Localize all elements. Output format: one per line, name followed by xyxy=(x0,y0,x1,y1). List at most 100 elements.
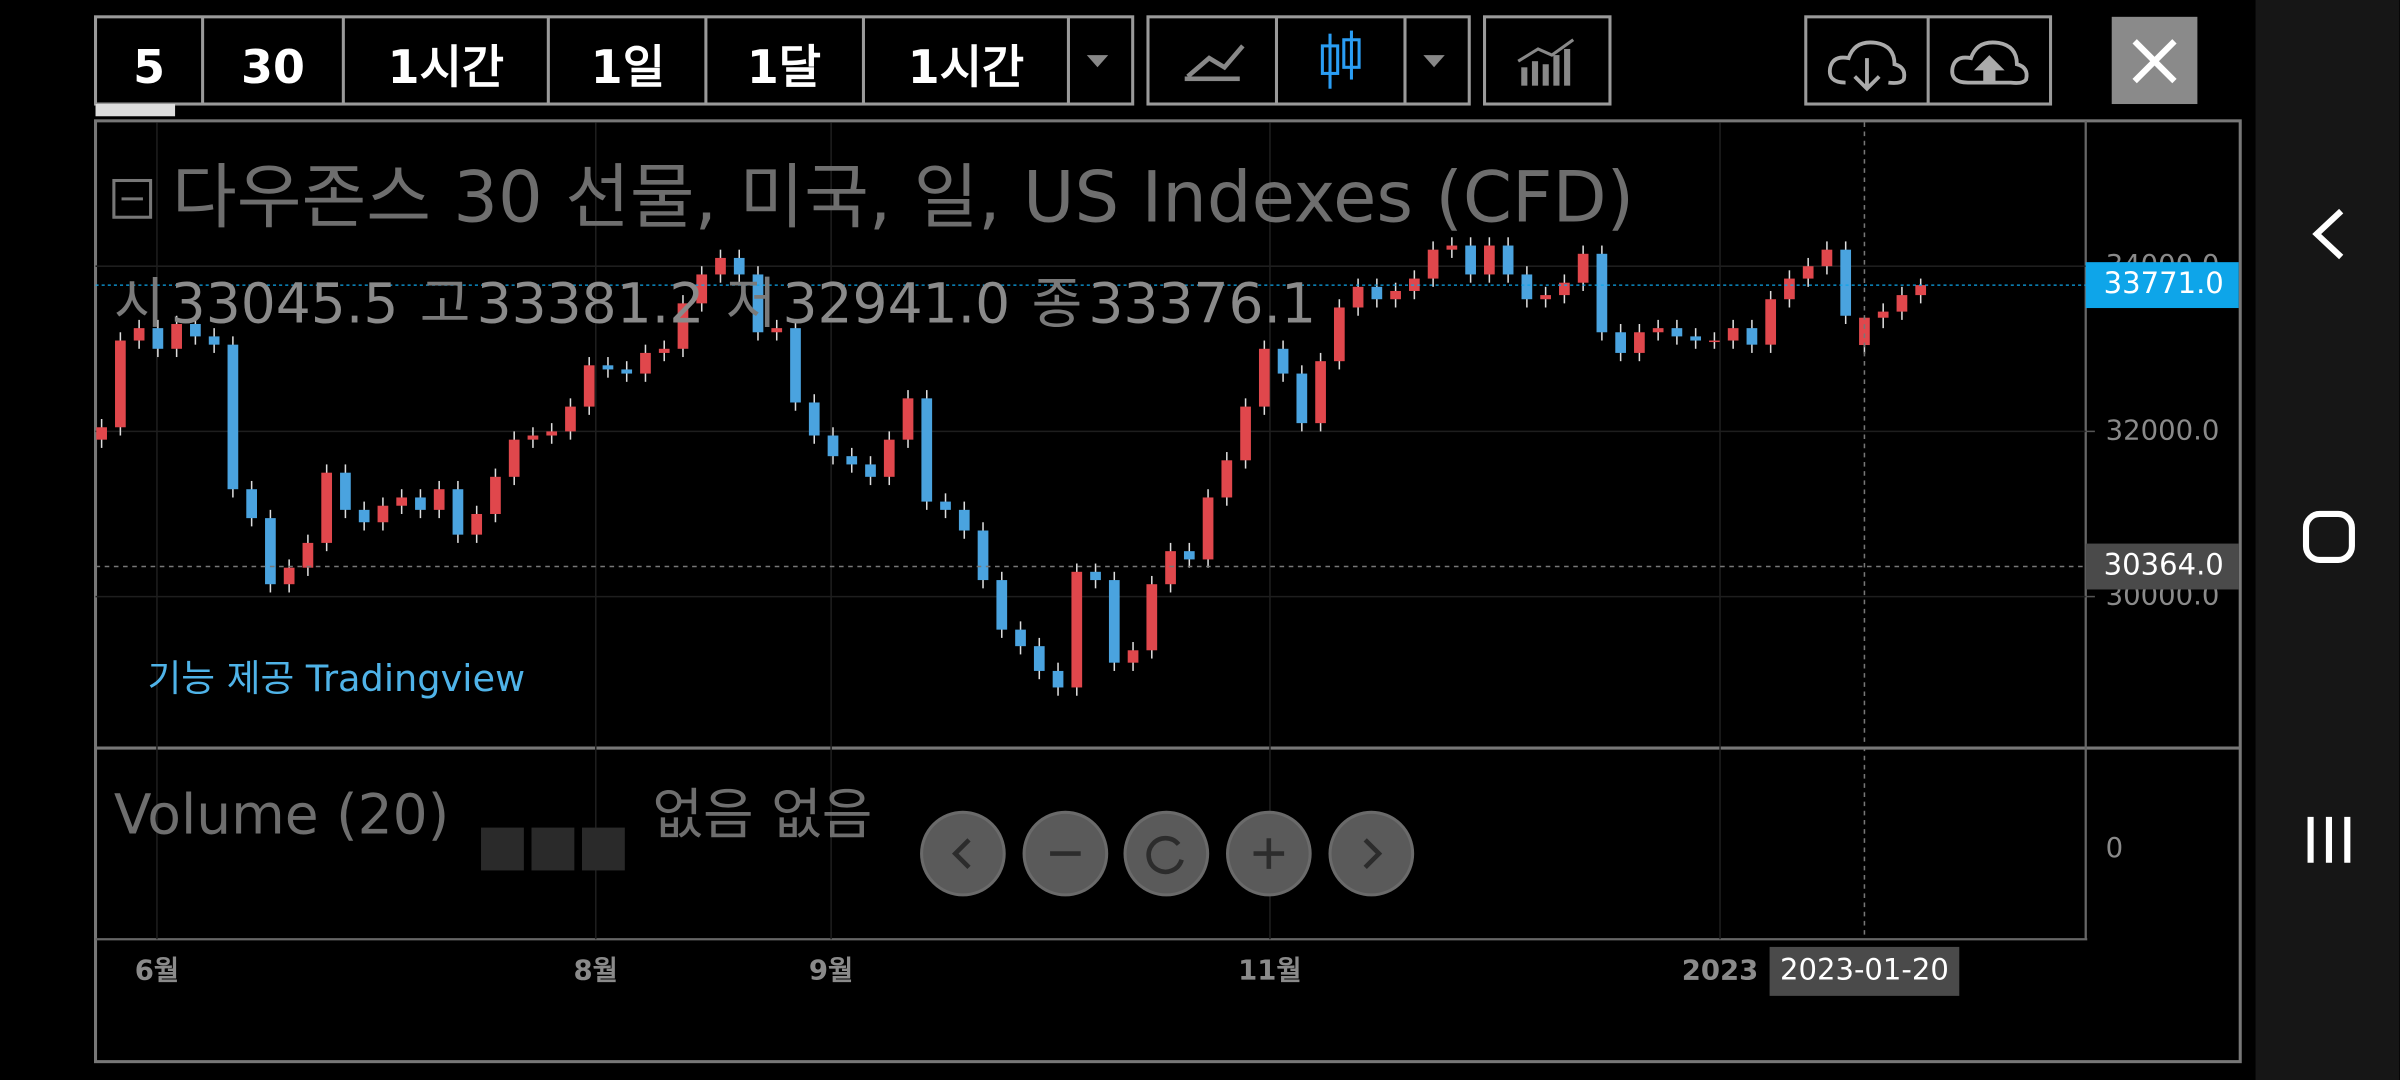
candle-body xyxy=(1015,629,1026,647)
dropdown-icon[interactable] xyxy=(1423,55,1445,68)
candle-body xyxy=(1183,551,1195,560)
candle-body xyxy=(396,497,408,506)
candle-body xyxy=(1784,278,1795,300)
candle-body xyxy=(1540,295,1551,300)
candle-body xyxy=(1090,571,1101,581)
candle-body xyxy=(883,439,895,477)
x-tick-label: 6월 xyxy=(135,954,179,986)
candle-body xyxy=(808,402,820,436)
candle-body xyxy=(1877,311,1889,318)
candle-body xyxy=(1559,282,1570,296)
nav-back[interactable] xyxy=(2312,208,2344,260)
candle-body xyxy=(321,472,333,543)
candle-body xyxy=(452,489,464,535)
candle-body xyxy=(677,303,689,349)
ohlc-legend: 시 33045.5 고 33381.2 저 32941.0 종 33376.1 xyxy=(114,272,1316,336)
candle-body xyxy=(1465,245,1476,275)
candle-body xyxy=(602,365,614,370)
interval-button[interactable]: 1달 xyxy=(747,40,821,94)
candle-body xyxy=(1652,328,1664,333)
dropdown-icon[interactable] xyxy=(1086,55,1109,68)
candle-body xyxy=(1390,290,1401,300)
candle-body xyxy=(1240,406,1251,461)
scroll-indicator xyxy=(95,104,176,117)
volume-status: 없음 없음 xyxy=(652,783,872,847)
nav-home[interactable] xyxy=(2302,510,2355,563)
candle-body xyxy=(340,472,351,510)
candle-body xyxy=(246,489,257,519)
candle-body xyxy=(1615,332,1626,353)
zoom-control-icons xyxy=(951,835,1383,875)
candle-body xyxy=(302,542,314,568)
zoom-controls[interactable] xyxy=(920,810,1415,897)
interval-button[interactable]: 5 xyxy=(133,40,165,94)
crosshair-date-label: 2023-01-20 xyxy=(1780,952,1949,986)
candle-body xyxy=(1333,307,1345,362)
candle-body xyxy=(996,580,1008,630)
candle-body xyxy=(1671,328,1683,337)
cloud-download-icon[interactable] xyxy=(1827,40,1907,92)
candle-body xyxy=(1915,285,1927,296)
volume-tools[interactable] xyxy=(481,827,625,871)
candle-body xyxy=(1521,274,1533,300)
candle-body xyxy=(977,530,989,581)
x-tick-label: 9월 xyxy=(809,954,853,986)
candle-body xyxy=(921,398,933,502)
candle-body xyxy=(1258,348,1270,407)
interval-button[interactable]: 1시간 xyxy=(908,40,1024,94)
chart-frame xyxy=(93,119,2242,1064)
candle-body xyxy=(1352,286,1364,308)
candle-body xyxy=(940,501,951,510)
candle-icon[interactable] xyxy=(1320,30,1361,89)
candle-body xyxy=(490,476,501,514)
ohlc-value: 32941.0 xyxy=(782,272,1010,336)
candle-body xyxy=(283,567,295,585)
interval-button[interactable]: 30 xyxy=(241,40,305,94)
interval-button-active[interactable]: 1일 xyxy=(591,40,665,94)
candle-body xyxy=(433,489,445,510)
candle-body xyxy=(1446,245,1458,250)
crosshair-price-label: 30364.0 xyxy=(2104,548,2224,582)
candle-body xyxy=(1840,249,1852,316)
cloud-upload-icon[interactable] xyxy=(1950,40,2029,85)
candle-body xyxy=(133,328,145,341)
candle-body xyxy=(1690,336,1702,341)
close-icon xyxy=(2132,39,2177,84)
interval-button[interactable]: 1시간 xyxy=(388,40,504,94)
line-chart-icon[interactable] xyxy=(1186,44,1245,79)
ohlc-key: 저 xyxy=(726,272,777,336)
candle-body xyxy=(1484,245,1495,275)
ohlc-value: 33376.1 xyxy=(1088,272,1316,336)
candle-body xyxy=(733,257,745,275)
candle-body xyxy=(415,497,426,510)
candle-body xyxy=(790,328,801,403)
collapse-icon[interactable] xyxy=(112,178,153,219)
volume-y-tick-label: 0 xyxy=(2106,832,2124,864)
line-chart-base xyxy=(1184,76,1240,82)
candle-body xyxy=(546,431,558,436)
candle-body xyxy=(1221,460,1233,498)
ohlc-key: 시 xyxy=(114,272,165,336)
overlay: 33771.0 30364.0 2023-01-20 xyxy=(95,122,2239,996)
candle-body xyxy=(1408,278,1420,291)
candle-body xyxy=(377,505,389,523)
candle-body xyxy=(640,352,651,374)
candle-body xyxy=(1146,584,1158,651)
last-price-tag xyxy=(2085,262,2239,309)
candle-body xyxy=(96,427,107,440)
candle-body xyxy=(565,406,576,432)
candle-body xyxy=(1502,245,1514,275)
candle-body xyxy=(1596,253,1608,333)
nav-recents[interactable] xyxy=(2307,816,2351,863)
candle-body xyxy=(621,369,633,374)
candle-body xyxy=(1033,646,1045,671)
candle-body xyxy=(471,513,483,535)
indicator-icon[interactable] xyxy=(1517,38,1575,86)
candle-body xyxy=(752,274,764,333)
candle-body xyxy=(1315,361,1326,424)
ohlc-value: 33045.5 xyxy=(171,272,399,336)
candle-body xyxy=(902,398,914,440)
candle-body xyxy=(827,435,839,457)
candle-body xyxy=(227,344,239,490)
